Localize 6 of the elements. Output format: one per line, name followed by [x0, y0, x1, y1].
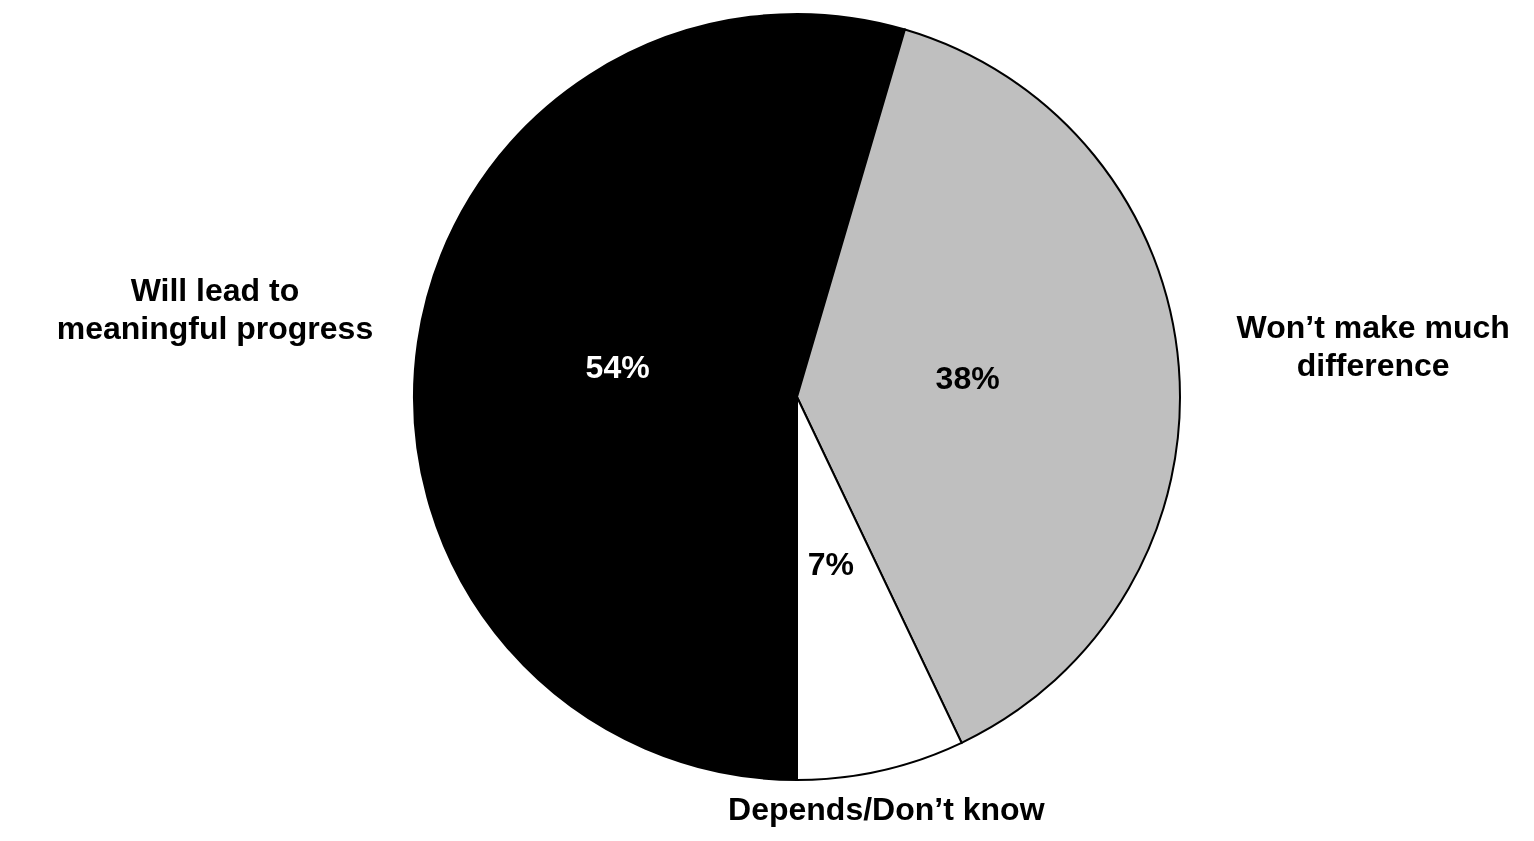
data-label: 54%	[585, 348, 650, 385]
data-label: 7%	[807, 545, 854, 582]
data-label: 38%	[935, 360, 1000, 397]
slice-label: Won’t make much difference	[1236, 308, 1510, 383]
slice-label: Depends/Don’t know	[728, 791, 1045, 828]
slice-label: Will lead to meaningful progress	[56, 272, 374, 347]
